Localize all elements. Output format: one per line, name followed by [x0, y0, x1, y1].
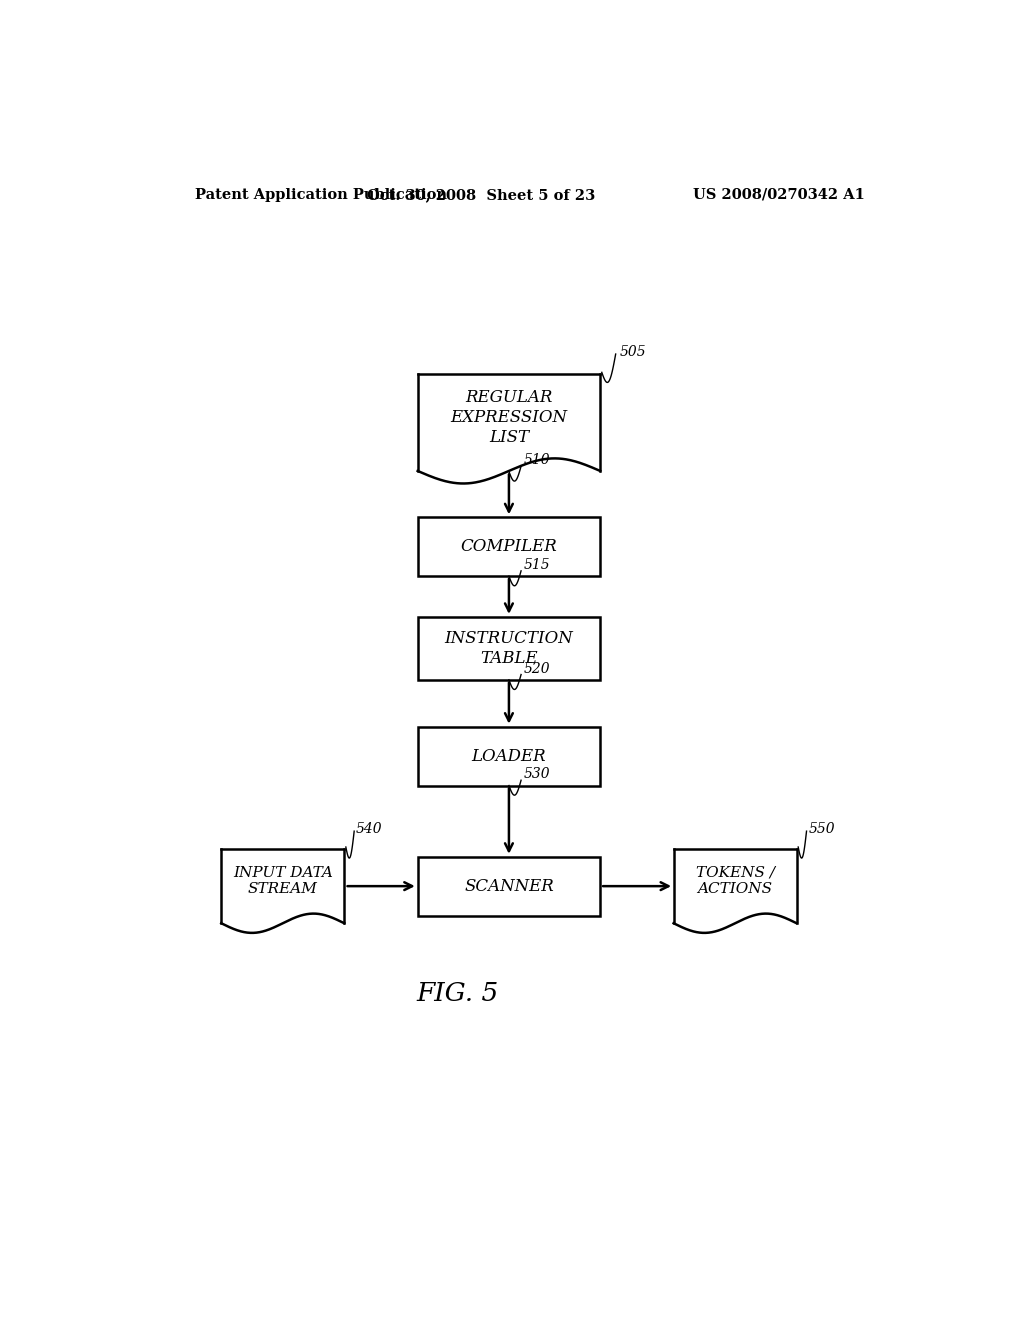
- Text: 505: 505: [620, 345, 647, 359]
- Text: FIG. 5: FIG. 5: [416, 981, 499, 1006]
- Text: US 2008/0270342 A1: US 2008/0270342 A1: [693, 187, 864, 202]
- Text: Patent Application Publication: Patent Application Publication: [196, 187, 447, 202]
- Text: COMPILER: COMPILER: [461, 539, 557, 556]
- Text: 520: 520: [523, 661, 550, 676]
- Bar: [418, 517, 600, 576]
- Text: 550: 550: [809, 822, 836, 836]
- Text: 515: 515: [523, 558, 550, 572]
- Text: REGULAR
EXPRESSION
LIST: REGULAR EXPRESSION LIST: [451, 389, 567, 446]
- Text: LOADER: LOADER: [472, 747, 546, 764]
- Text: SCANNER: SCANNER: [464, 878, 554, 895]
- Text: INPUT DATA
STREAM: INPUT DATA STREAM: [232, 866, 333, 896]
- Text: TOKENS /
ACTIONS: TOKENS / ACTIONS: [695, 866, 774, 896]
- Text: INSTRUCTION
TABLE: INSTRUCTION TABLE: [444, 630, 573, 667]
- Text: 530: 530: [523, 767, 550, 781]
- Bar: [418, 726, 600, 785]
- Text: 510: 510: [523, 453, 550, 467]
- Text: 540: 540: [356, 822, 383, 836]
- Text: Oct. 30, 2008  Sheet 5 of 23: Oct. 30, 2008 Sheet 5 of 23: [367, 187, 595, 202]
- Bar: [418, 616, 600, 680]
- Bar: [418, 857, 600, 916]
